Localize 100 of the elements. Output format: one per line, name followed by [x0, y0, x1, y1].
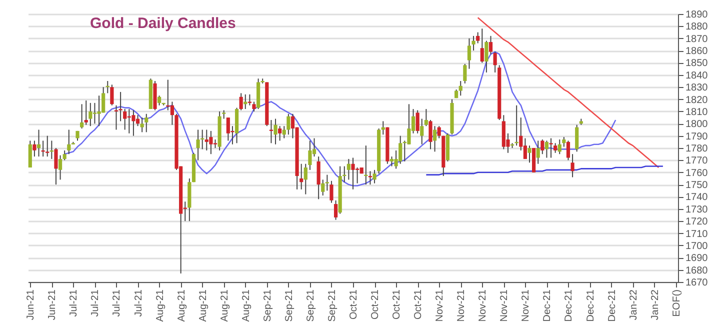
y-tick-label: 1750 [686, 180, 708, 192]
candlestick [325, 174, 329, 192]
candlestick [540, 138, 544, 155]
candlestick [321, 179, 325, 196]
candlestick [282, 126, 286, 139]
chart-title: Gold - Daily Candles [90, 15, 236, 32]
candlestick [304, 163, 308, 195]
candlestick [437, 126, 441, 139]
candlestick [467, 38, 472, 70]
candlestick [554, 142, 558, 154]
y-tick-label: 1780 [686, 144, 708, 154]
candlestick [528, 145, 532, 164]
y-tick-label: 1810 [686, 106, 708, 118]
x-tick-label: Oct-21 [348, 289, 360, 320]
x-tick-label: Nov-21 [520, 289, 532, 322]
candlestick [472, 35, 476, 52]
x-tick-label: Dec-21 [542, 289, 554, 322]
y-tick-label: 1670 [686, 278, 708, 288]
candlestick [204, 129, 208, 151]
x-tick-label: Aug-21 [198, 289, 209, 322]
candlestick [58, 154, 62, 180]
candlestick [123, 108, 127, 130]
candlestick [570, 154, 574, 178]
candlestick [432, 126, 437, 152]
candlestick [575, 124, 579, 152]
candlestick [32, 140, 36, 158]
candlestick [420, 118, 424, 145]
candlestick [84, 100, 88, 126]
candlestick [209, 130, 213, 155]
x-tick-label: Aug-21 [154, 289, 166, 322]
candlestick [562, 136, 566, 148]
candlestick [136, 114, 140, 127]
candlestick [97, 95, 101, 127]
candlestick [458, 80, 462, 96]
x-tick-label: Jul-21 [133, 289, 144, 317]
y-tick-label: 1790 [686, 131, 708, 142]
x-tick-label: Jul-21 [68, 289, 80, 317]
y-tick-label: 1890 [686, 10, 708, 20]
candlestick [346, 158, 350, 180]
candlestick [544, 140, 549, 158]
candlestick [170, 101, 174, 126]
y-tick-label: 1860 [686, 46, 708, 58]
y-tick-label: 1760 [686, 168, 708, 179]
x-tick-label: Nov-21 [434, 289, 446, 322]
x-tick-label: Nov-21 [456, 289, 468, 322]
candlestick [28, 140, 32, 168]
x-tick-label: Sep-21 [284, 289, 295, 322]
candlestick [558, 138, 562, 155]
x-tick-label: Nov-21 [478, 289, 489, 322]
candlestick [523, 138, 527, 160]
candlestick [424, 108, 428, 127]
candlestick [132, 110, 136, 136]
y-tick-label: 1710 [686, 228, 708, 240]
candlestick [36, 129, 41, 158]
x-tick-label: Jul-21 [90, 289, 102, 317]
candlestick [252, 101, 256, 112]
x-tick-label: Jun-21 [47, 289, 58, 320]
candlestick [372, 169, 376, 184]
candlestick [140, 117, 144, 133]
x-tick-label: Sep-21 [262, 289, 274, 322]
candlestick [196, 129, 200, 161]
x-tick-label: Oct-21 [392, 289, 403, 320]
candlestick [67, 129, 71, 155]
y-tick-label: 1850 [686, 58, 708, 70]
y-tick-label: 1700 [686, 240, 708, 252]
candlestick [88, 102, 92, 127]
y-tick-label: 1820 [686, 94, 708, 106]
candlestick [390, 156, 394, 167]
candlestick [80, 104, 84, 130]
candlestick [157, 95, 162, 106]
candlestick [463, 63, 467, 84]
x-tick-label: Dec-21 [585, 289, 596, 322]
candlestick [330, 180, 334, 204]
x-tick-label: Jan-22 [628, 289, 640, 320]
candlestick [114, 104, 118, 130]
candlestick [54, 148, 58, 186]
candlestick [407, 104, 411, 145]
y-tick-label: 1720 [686, 216, 708, 228]
x-tick-label: Aug-21 [240, 289, 252, 322]
x-tick-label: Sep-21 [326, 289, 338, 322]
x-tick-label: Jul-21 [112, 289, 123, 317]
y-tick-label: 1840 [686, 70, 708, 82]
candlestick [300, 163, 304, 190]
candlestick [536, 140, 540, 164]
candlestick [46, 135, 50, 158]
candlestick [351, 157, 355, 190]
y-tick-label: 1680 [686, 265, 708, 276]
candlestick [144, 113, 148, 133]
x-tick-label: Jan-22 [650, 289, 661, 320]
y-tick-label: 1770 [686, 156, 708, 167]
x-tick-label: Oct-21 [370, 289, 382, 320]
candlestick [316, 156, 320, 200]
candlestick [269, 119, 274, 144]
x-tick-label: Nov-21 [499, 289, 510, 322]
candlestick [488, 35, 493, 55]
candlestick [480, 28, 484, 64]
y-tick-label: 1870 [686, 34, 708, 45]
x-tick-label: Oct-21 [413, 289, 424, 320]
x-tick-label: Dec-21 [606, 289, 618, 322]
candlestick [244, 94, 248, 110]
